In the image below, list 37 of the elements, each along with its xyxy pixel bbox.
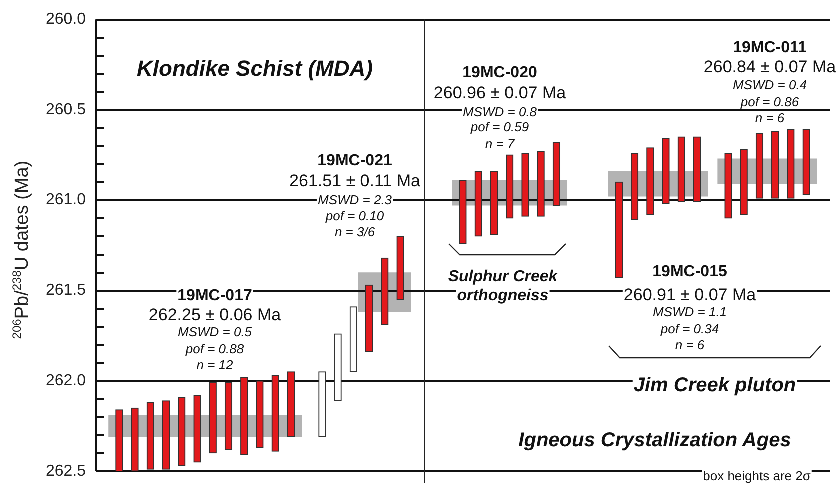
annotation: n = 7 — [485, 136, 516, 152]
annotation: pof = 0.86 — [740, 94, 800, 110]
annotation: n = 6 — [755, 110, 786, 126]
annotation: Klondike Schist (MDA) — [137, 56, 373, 82]
annotation: MSWD = 2.3 — [318, 192, 393, 208]
annotation: MSWD = 1.1 — [652, 304, 728, 320]
annotation: 260.91 ± 0.07 Ma — [624, 286, 757, 305]
annotation: 19MC-011 — [733, 39, 808, 56]
annotation: orthogneiss — [457, 287, 549, 304]
annotation: box heights are 2σ — [703, 468, 811, 484]
y-tick-label: 262.0 — [46, 372, 86, 390]
annotation: n = 6 — [675, 338, 706, 353]
annotation: 260.84 ± 0.07 Ma — [704, 58, 837, 77]
annotation: pof = 0.59 — [470, 120, 530, 135]
annotation: 19MC-021 — [318, 152, 392, 170]
y-tick-label: 261.5 — [46, 282, 86, 300]
annotation: n = 3/6 — [334, 224, 376, 240]
annotation: MSWD = 0.4 — [732, 78, 808, 93]
annotation: 260.96 ± 0.07 Ma — [434, 84, 567, 103]
annotation: Sulphur Creek — [448, 268, 559, 286]
annotation: Igneous Crystallization Ages — [518, 430, 792, 452]
annotation: pof = 0.34 — [660, 322, 720, 337]
y-tick-label: 261.0 — [46, 192, 86, 209]
annotation: 19MC-020 — [462, 64, 538, 82]
annotation: n = 12 — [196, 358, 234, 373]
annotation: 262.25 ± 0.06 Ma — [148, 306, 282, 325]
y-tick-label: 260.5 — [46, 101, 86, 118]
y-tick-label: 262.5 — [46, 462, 86, 480]
annotation: 261.51 ± 0.11 Ma — [290, 172, 422, 191]
y-tick-label: 260.0 — [46, 11, 86, 28]
annotation: 19MC-017 — [178, 287, 252, 304]
annotation: MSWD = 0.5 — [178, 324, 253, 340]
annotation: MSWD = 0.8 — [462, 104, 538, 120]
annotation: pof = 0.10 — [324, 208, 385, 224]
annotation: Jim Creek pluton — [634, 374, 796, 397]
annotation: 19MC-015 — [652, 263, 728, 280]
annotation: pof = 0.88 — [184, 342, 245, 357]
